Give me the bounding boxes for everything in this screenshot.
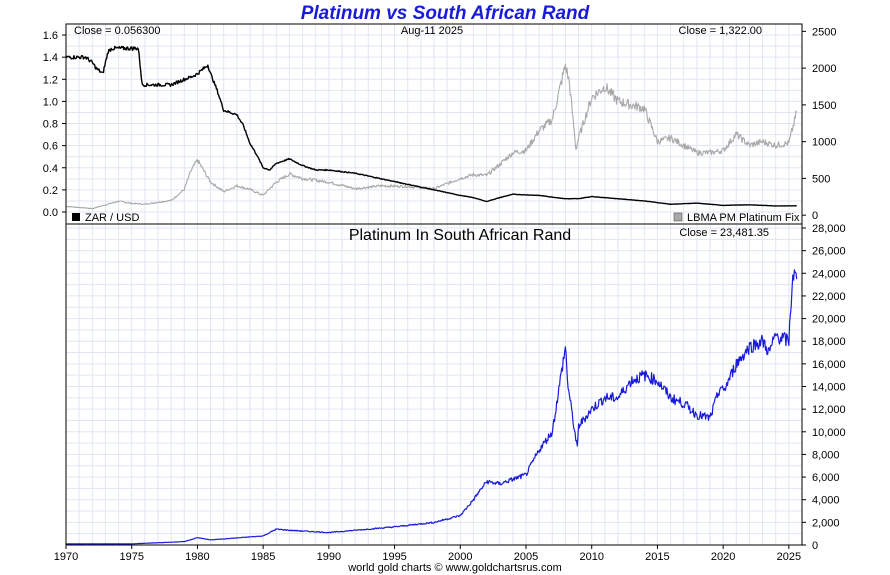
x-tick-label: 1975 [119, 551, 143, 563]
upper-right-axis: 0 500 1000 1500 2000 2500 [802, 26, 836, 222]
lower-tick-label: 8,000 [812, 449, 840, 461]
right-tick-label: 500 [812, 173, 830, 185]
lower-tick-label: 10,000 [812, 427, 846, 439]
lower-close-label: Close = 23,481.35 [679, 227, 769, 239]
left-tick-label: 0.8 [43, 119, 58, 131]
legend-label-zar: ZAR / USD [85, 212, 139, 224]
right-tick-label: 2500 [812, 26, 836, 38]
left-tick-label: 0.4 [43, 163, 58, 175]
lower-tick-label: 16,000 [812, 359, 846, 371]
upper-grid [65, 24, 803, 224]
lower-chart-title: Platinum In South African Rand [349, 227, 571, 244]
lower-tick-label: 20,000 [812, 314, 846, 326]
lower-series-group [65, 269, 798, 545]
date-label: Aug-11 2025 [401, 25, 463, 37]
right-tick-label: 2000 [812, 63, 836, 75]
lower-tick-label: 14,000 [812, 382, 846, 394]
legend-swatch-zar [72, 213, 80, 221]
x-tick-label: 2010 [579, 551, 603, 563]
left-tick-label: 1.6 [43, 30, 58, 42]
left-tick-label: 1.4 [43, 52, 58, 64]
lower-tick-label: 2,000 [812, 517, 840, 529]
x-axis: 1970 1975 1980 1985 1990 1995 2000 2005 2010 2015… [54, 545, 801, 563]
lower-tick-label: 6,000 [812, 472, 840, 484]
left-tick-label: 1.0 [43, 96, 58, 108]
upper-left-axis: 0.0 0.2 0.4 0.6 0.8 1.0 1.2 1.4 1.6 [43, 30, 66, 219]
lower-tick-label: 12,000 [812, 404, 846, 416]
platinum-zar-line [65, 269, 798, 545]
x-tick-label: 2025 [777, 551, 801, 563]
lower-tick-label: 0 [812, 540, 818, 552]
x-tick-label: 2020 [711, 551, 735, 563]
left-tick-label: 0.2 [43, 185, 58, 197]
lower-tick-label: 4,000 [812, 495, 840, 507]
x-tick-label: 2000 [448, 551, 472, 563]
left-tick-label: 0.6 [43, 141, 58, 153]
x-tick-label: 1980 [185, 551, 209, 563]
lower-tick-label: 22,000 [812, 291, 846, 303]
right-close-label: Close = 1,322.00 [679, 25, 762, 37]
right-tick-label: 1000 [812, 137, 836, 149]
platinum-usd-line [66, 63, 798, 210]
x-tick-label: 1990 [317, 551, 341, 563]
legend-label-platinum: LBMA PM Platinum Fix [687, 212, 800, 224]
lower-plot-frame [65, 223, 803, 546]
x-tick-label: 1970 [54, 551, 78, 563]
x-tick-label: 2005 [514, 551, 538, 563]
x-tick-label: 1985 [251, 551, 275, 563]
legend-swatch-platinum [673, 212, 683, 222]
right-tick-label: 1500 [812, 100, 836, 112]
chart-title: Platinum vs South African Rand [301, 3, 590, 24]
lower-grid [65, 224, 803, 545]
left-tick-label: 0.0 [43, 207, 58, 219]
lower-right-axis: 0 2,000 4,000 6,000 8,000 10,000 12,000 14,000 1… [802, 223, 846, 552]
lower-tick-label: 26,000 [812, 246, 846, 258]
left-close-label: Close = 0.056300 [74, 25, 161, 37]
lower-tick-label: 18,000 [812, 336, 846, 348]
lower-tick-label: 24,000 [812, 268, 846, 280]
footer-credit: world gold charts © www.goldchartsrus.co… [347, 562, 562, 574]
right-tick-label: 0 [812, 210, 818, 222]
lower-tick-label: 28,000 [812, 223, 846, 235]
x-tick-label: 1995 [382, 551, 406, 563]
left-tick-label: 1.2 [43, 74, 58, 86]
zar-usd-line [65, 45, 797, 207]
upper-series-group [65, 45, 798, 210]
x-tick-label: 2015 [645, 551, 669, 563]
